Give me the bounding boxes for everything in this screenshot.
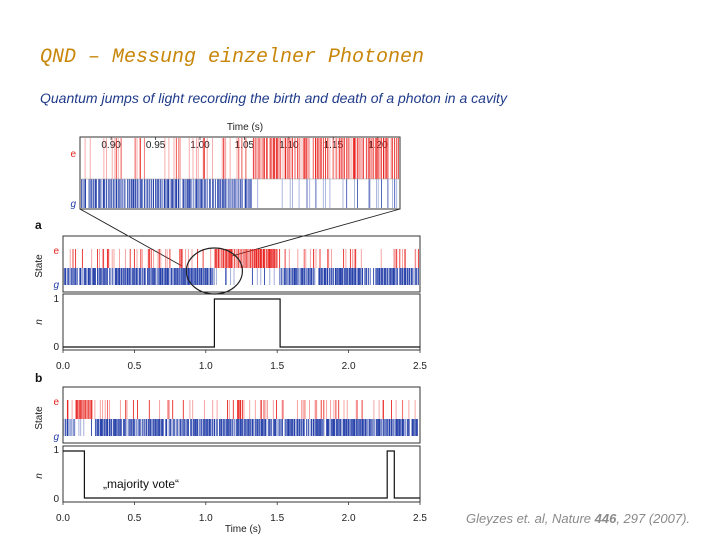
panel-a-tick-label: 2.0 bbox=[342, 361, 356, 372]
panel-a-tick-label: 2.5 bbox=[413, 361, 427, 372]
panel-b-tick-label: 1.0 bbox=[199, 513, 213, 524]
panel-a-n-tick-1: 1 bbox=[53, 294, 59, 305]
panel-a-raster-frame bbox=[62, 235, 421, 293]
zoom-red-raster bbox=[84, 138, 399, 179]
panel-b-n-ylabel: n bbox=[34, 473, 45, 479]
panel-a-n-tick-0: 0 bbox=[53, 342, 59, 353]
panel-a-highlight-circle bbox=[185, 247, 243, 295]
zoom-frame bbox=[79, 136, 401, 210]
panel-a-tick-label: 0.5 bbox=[127, 361, 141, 372]
panel-a: a State e g n 1 0 0.0 0.5 1.0 1.5 2.0 2.5 bbox=[34, 218, 427, 372]
citation-suffix: , 297 (2007). bbox=[616, 511, 691, 526]
panel-a-tick-label: 1.5 bbox=[270, 361, 284, 372]
zoom-e-label: e bbox=[70, 149, 76, 160]
panel-b-tick-label: 1.5 bbox=[270, 513, 284, 524]
panel-a-state-ylabel: State bbox=[34, 254, 45, 278]
panel-b-tick-labels: 0.0 0.5 1.0 1.5 2.0 2.5 bbox=[56, 502, 427, 524]
zoom-g-label: g bbox=[70, 199, 76, 210]
panel-b-xlabel: Time (s) bbox=[225, 524, 261, 535]
panel-b-g-label: g bbox=[53, 432, 59, 443]
zoom-connector-right bbox=[231, 208, 401, 257]
slide-title: QND – Messung einzelner Photonen bbox=[40, 46, 425, 69]
panel-b-photon-step bbox=[63, 450, 420, 499]
panel-a-label: a bbox=[35, 218, 42, 232]
panel-b-raster-frame bbox=[62, 386, 421, 444]
panel-a-n-ylabel: n bbox=[34, 319, 45, 325]
panel-a-red-raster bbox=[69, 249, 419, 268]
citation-prefix: Gleyzes et. al, Nature bbox=[466, 511, 595, 526]
panel-a-step-frame bbox=[62, 293, 421, 351]
panel-b-tick-label: 0.0 bbox=[56, 513, 70, 524]
slide-subtitle: Quantum jumps of light recording the bir… bbox=[40, 90, 507, 106]
panel-a-g-label: g bbox=[53, 280, 59, 291]
panel-a-blue-raster bbox=[63, 268, 419, 285]
panel-a-tick-label: 1.0 bbox=[199, 361, 213, 372]
panel-b-red-raster bbox=[66, 400, 416, 419]
panel-b: b State e g n 1 0 „majority vote“ 0.0 0.5… bbox=[34, 371, 427, 535]
panel-a-tick-label: 0.0 bbox=[56, 361, 70, 372]
panel-b-e-label: e bbox=[53, 397, 59, 408]
citation: Gleyzes et. al, Nature 446, 297 (2007). bbox=[466, 511, 690, 526]
panel-a-photon-step bbox=[63, 298, 420, 348]
panel-b-blue-raster bbox=[63, 419, 418, 436]
panel-b-state-ylabel: State bbox=[34, 406, 45, 430]
zoom-tick-label: 1.15 bbox=[324, 140, 344, 151]
panel-b-tick-label: 2.5 bbox=[413, 513, 427, 524]
majority-vote-annotation: „majority vote“ bbox=[103, 477, 179, 491]
zoom-xlabel: Time (s) bbox=[227, 122, 263, 133]
panel-b-step-frame bbox=[62, 445, 421, 503]
zoom-blue-raster bbox=[81, 179, 398, 208]
zoom-tick-label: 1.00 bbox=[190, 140, 210, 151]
zoom-tick-label: 1.05 bbox=[235, 140, 255, 151]
panel-b-tick-label: 0.5 bbox=[127, 513, 141, 524]
zoom-connector-left bbox=[79, 208, 183, 267]
panel-b-tick-label: 2.0 bbox=[342, 513, 356, 524]
panel-b-n-tick-1: 1 bbox=[53, 445, 59, 456]
panel-a-e-label: e bbox=[53, 246, 59, 257]
panel-a-tick-labels: 0.0 0.5 1.0 1.5 2.0 2.5 bbox=[56, 350, 427, 372]
panel-b-label: b bbox=[35, 371, 42, 385]
panel-b-n-tick-0: 0 bbox=[53, 494, 59, 505]
zoom-panel: Time (s) 0.900.951.001.051.101.151.20 e … bbox=[70, 122, 401, 210]
zoom-tick-label: 0.95 bbox=[146, 140, 166, 151]
zoom-tick-label: 0.90 bbox=[101, 140, 121, 151]
citation-volume: 446 bbox=[594, 511, 617, 526]
